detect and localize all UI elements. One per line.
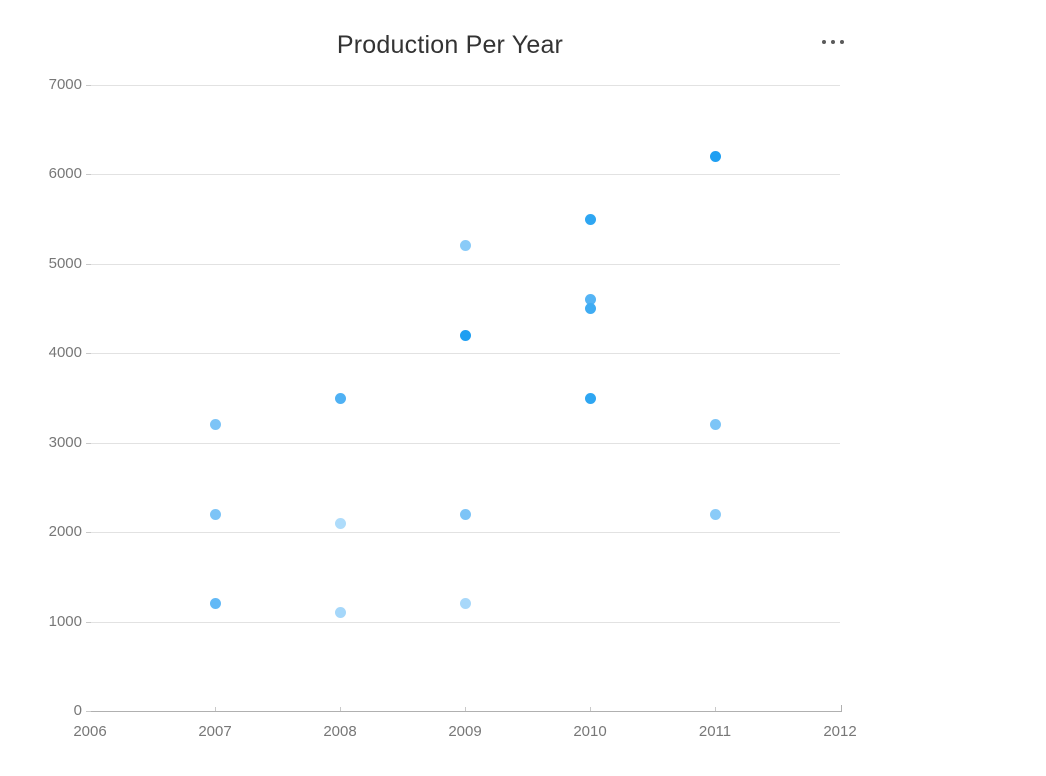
y-axis-label: 2000 bbox=[48, 523, 82, 541]
x-axis-label: 2008 bbox=[323, 723, 357, 740]
y-axis-label: 4000 bbox=[48, 344, 82, 362]
y-axis-label: 3000 bbox=[48, 433, 82, 451]
scatter-point[interactable] bbox=[459, 329, 471, 341]
scatter-point[interactable] bbox=[584, 303, 596, 315]
scatter-point[interactable] bbox=[709, 419, 721, 431]
x-axis-line bbox=[90, 711, 841, 712]
x-axis-label: 2011 bbox=[698, 723, 732, 740]
scatter-point[interactable] bbox=[459, 598, 471, 610]
scatter-point[interactable] bbox=[584, 392, 596, 404]
scatter-point[interactable] bbox=[209, 419, 221, 431]
y-axis-tick bbox=[86, 621, 91, 623]
y-axis-tick bbox=[86, 263, 91, 265]
ellipsis-dot bbox=[831, 40, 835, 44]
gridline bbox=[90, 532, 840, 534]
gridline bbox=[90, 174, 840, 176]
y-axis-tick bbox=[86, 711, 91, 712]
x-axis-end-tick bbox=[841, 705, 842, 712]
ellipsis-dot bbox=[840, 40, 844, 44]
y-axis-label: 6000 bbox=[48, 165, 82, 183]
y-axis-label: 5000 bbox=[48, 254, 82, 272]
x-axis-label: 2010 bbox=[573, 723, 607, 740]
ellipsis-dot bbox=[822, 40, 826, 44]
scatter-point[interactable] bbox=[334, 517, 346, 529]
ellipsis-horizontal-icon bbox=[822, 40, 844, 44]
x-axis-label: 2009 bbox=[448, 723, 482, 740]
x-axis-tick bbox=[340, 707, 341, 711]
gridline bbox=[90, 442, 840, 444]
x-axis-tick bbox=[215, 707, 216, 711]
scatter-point[interactable] bbox=[584, 213, 596, 225]
y-axis-tick bbox=[86, 85, 91, 86]
y-axis-label: 0 bbox=[73, 702, 82, 719]
x-axis-tick bbox=[465, 707, 466, 711]
more-options-button[interactable] bbox=[818, 34, 848, 50]
x-axis-tick bbox=[590, 707, 591, 711]
scatter-point[interactable] bbox=[334, 607, 346, 619]
scatter-point[interactable] bbox=[709, 508, 721, 520]
gridline bbox=[90, 263, 840, 265]
y-axis-tick bbox=[86, 174, 91, 176]
chart-title: Production Per Year bbox=[336, 31, 564, 59]
scatter-point[interactable] bbox=[709, 151, 721, 163]
gridline bbox=[90, 621, 840, 623]
x-axis-tick bbox=[715, 707, 716, 711]
scatter-point[interactable] bbox=[584, 294, 596, 306]
x-axis-label: 2006 bbox=[73, 723, 107, 740]
scatter-point[interactable] bbox=[334, 392, 346, 404]
y-axis-tick bbox=[86, 442, 91, 444]
x-axis-label: 2012 bbox=[823, 723, 857, 740]
y-axis-label: 7000 bbox=[48, 76, 82, 93]
scatter-point[interactable] bbox=[459, 508, 471, 520]
y-axis-tick bbox=[86, 353, 91, 355]
gridline bbox=[90, 85, 840, 86]
gridline bbox=[90, 353, 840, 355]
scatter-point[interactable] bbox=[209, 598, 221, 610]
y-axis-label: 1000 bbox=[48, 612, 82, 630]
scatter-point[interactable] bbox=[209, 508, 221, 520]
x-axis-label: 2007 bbox=[198, 723, 232, 740]
y-axis-tick bbox=[86, 532, 91, 534]
scatter-point[interactable] bbox=[459, 240, 471, 252]
